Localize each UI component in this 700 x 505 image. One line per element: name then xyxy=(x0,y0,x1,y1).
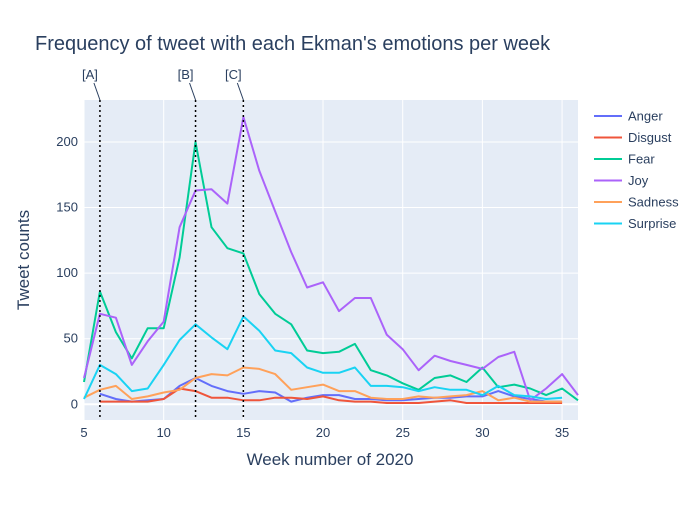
legend-item-surprise[interactable]: Surprise xyxy=(594,216,676,231)
legend-label: Disgust xyxy=(628,130,672,145)
annotation-label-a: [A] xyxy=(82,67,98,82)
annotation-label-b: [B] xyxy=(178,67,194,82)
series-lines xyxy=(83,116,579,404)
legend-label: Fear xyxy=(628,152,655,167)
chart-title: Frequency of tweet with each Ekman's emo… xyxy=(35,33,551,55)
annotation-label-c: [C] xyxy=(225,67,242,82)
x-tick-label: 20 xyxy=(316,425,330,440)
legend-item-joy[interactable]: Joy xyxy=(594,173,649,188)
x-tick-label: 30 xyxy=(475,425,489,440)
axis-ticks: 5 10 15 20 25 30 35 0 50 100 150 200 xyxy=(56,134,569,440)
x-axis-label: Week number of 2020 xyxy=(247,450,414,469)
series-line-fear xyxy=(83,141,579,402)
legend[interactable]: Anger Disgust Fear Joy Sadness Surprise xyxy=(594,109,679,232)
legend-label: Joy xyxy=(628,173,649,188)
y-tick-label: 150 xyxy=(56,200,78,215)
legend-item-anger[interactable]: Anger xyxy=(594,109,663,124)
x-tick-label: 15 xyxy=(236,425,250,440)
legend-item-fear[interactable]: Fear xyxy=(594,152,655,167)
x-tick-label: 5 xyxy=(80,425,87,440)
series-line-sadness xyxy=(83,366,563,403)
legend-label: Sadness xyxy=(628,195,679,210)
y-tick-label: 50 xyxy=(64,331,78,346)
y-axis-label: Tweet counts xyxy=(14,210,33,310)
legend-item-disgust[interactable]: Disgust xyxy=(594,130,672,145)
annotations: [A] [B] [C] xyxy=(82,67,245,420)
annotation-arrow-b xyxy=(189,82,197,101)
annotation-arrow-c xyxy=(236,82,244,101)
y-tick-label: 100 xyxy=(56,265,78,280)
x-tick-label: 10 xyxy=(156,425,170,440)
x-tick-label: 25 xyxy=(395,425,409,440)
series-line-surprise xyxy=(83,315,563,400)
series-line-anger xyxy=(99,377,563,403)
legend-item-sadness[interactable]: Sadness xyxy=(594,195,679,210)
y-tick-label: 0 xyxy=(71,396,78,411)
y-tick-label: 200 xyxy=(56,134,78,149)
annotation-arrow-a xyxy=(93,82,101,101)
legend-label: Surprise xyxy=(628,216,676,231)
series-line-joy xyxy=(83,116,579,402)
x-tick-label: 35 xyxy=(555,425,569,440)
legend-label: Anger xyxy=(628,109,663,124)
plot-area xyxy=(84,100,578,420)
